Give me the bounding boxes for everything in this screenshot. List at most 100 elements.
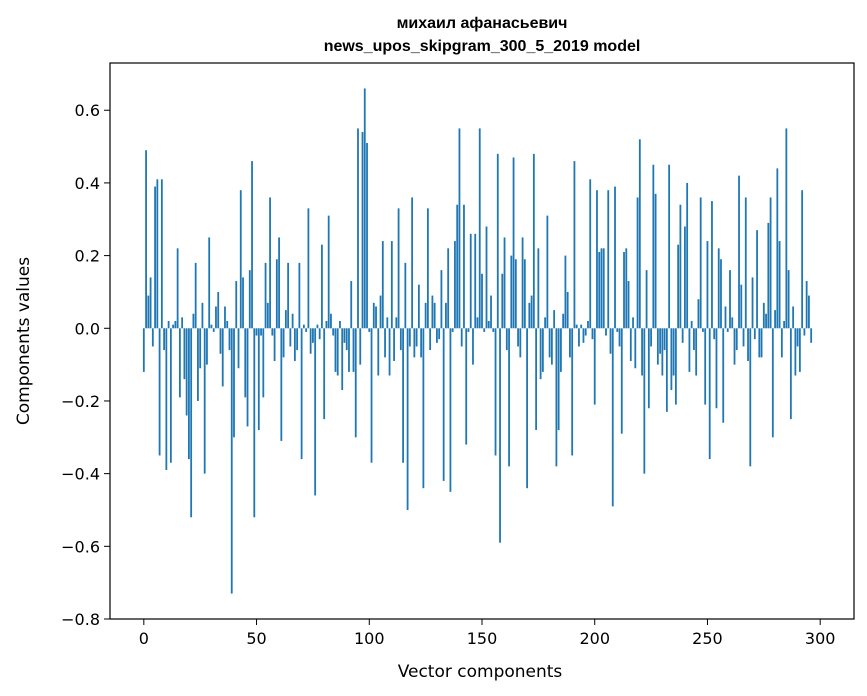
bar	[158, 328, 161, 456]
bar	[217, 291, 220, 329]
bar	[578, 328, 580, 347]
bar	[593, 328, 596, 405]
bar	[695, 328, 698, 376]
y-axis-ticks: −0.8 −0.6 −0.4 −0.2 0.0 0.2 0.4 0.6	[61, 101, 110, 629]
bar	[219, 328, 222, 354]
bar	[436, 328, 438, 343]
bar	[677, 244, 680, 329]
bar	[244, 328, 247, 398]
bar	[744, 197, 747, 329]
bar	[616, 328, 619, 332]
bar	[512, 157, 515, 329]
bar	[379, 295, 382, 329]
bar	[541, 328, 544, 372]
bar	[526, 328, 528, 489]
bar	[659, 328, 662, 354]
bar	[472, 328, 474, 365]
bar	[521, 237, 524, 329]
bar	[650, 328, 652, 347]
bar	[537, 248, 540, 329]
bar	[165, 328, 168, 471]
bar	[293, 328, 296, 361]
bar	[760, 328, 763, 358]
bar	[345, 328, 348, 351]
bar	[372, 302, 375, 329]
bar	[749, 328, 752, 467]
bar	[546, 215, 549, 329]
bar	[323, 328, 326, 420]
chart-subtitle: news_upos_skipgram_300_5_2019 model	[324, 38, 641, 55]
bar	[638, 139, 641, 329]
bar	[149, 277, 152, 329]
bar	[629, 328, 632, 361]
bar	[284, 310, 287, 329]
bar	[661, 328, 664, 376]
bar	[233, 328, 235, 438]
x-tick-label: 250	[692, 629, 723, 648]
bar	[316, 324, 319, 329]
bar	[726, 328, 729, 332]
bar	[185, 328, 188, 416]
bar	[417, 284, 420, 329]
bar	[636, 197, 639, 329]
bar	[447, 248, 450, 329]
bar	[647, 328, 650, 409]
x-axis-ticks: 0 50 100 150 200 250 300	[139, 619, 835, 648]
bar	[706, 241, 709, 329]
bar	[490, 295, 492, 329]
bar	[758, 328, 761, 358]
x-tick-label: 200	[579, 629, 610, 648]
bar	[555, 328, 558, 467]
y-tick-label: 0.2	[75, 247, 100, 266]
bars-group	[142, 88, 813, 594]
bar	[327, 215, 330, 329]
bar	[684, 226, 686, 329]
bar	[449, 328, 452, 492]
bar	[566, 291, 569, 329]
bar	[686, 182, 689, 329]
bar	[330, 313, 332, 329]
bar	[350, 281, 353, 329]
bar	[298, 262, 301, 329]
bar	[163, 328, 166, 351]
bar	[467, 328, 470, 332]
bar	[289, 328, 292, 347]
bar	[722, 328, 725, 423]
chart-title: михаил афанасьевич	[397, 15, 568, 32]
bar	[780, 328, 783, 358]
bar	[192, 313, 195, 329]
bar	[654, 193, 657, 329]
bar	[550, 328, 553, 365]
x-tick-label: 50	[246, 629, 266, 648]
bar	[287, 262, 290, 329]
bar	[584, 328, 587, 336]
bar	[386, 317, 389, 329]
bar	[336, 328, 339, 376]
bar	[215, 306, 217, 329]
bar	[510, 255, 513, 329]
bar	[789, 328, 792, 420]
bar	[422, 328, 425, 489]
bar	[733, 328, 736, 365]
bar	[778, 241, 781, 329]
bar	[413, 328, 416, 358]
bar	[665, 328, 668, 412]
bar	[305, 328, 308, 332]
bar	[803, 328, 806, 336]
bar	[397, 208, 400, 329]
bar	[679, 204, 682, 329]
bar	[454, 241, 456, 329]
bar	[627, 281, 630, 329]
bar	[260, 328, 262, 336]
bar	[729, 270, 731, 329]
bar	[167, 321, 170, 329]
bar	[456, 204, 459, 329]
bar	[485, 226, 488, 329]
bar	[740, 284, 743, 329]
bar	[469, 233, 472, 329]
bar	[523, 259, 526, 329]
bar	[769, 197, 772, 329]
bar	[715, 328, 718, 409]
bar	[602, 248, 605, 329]
